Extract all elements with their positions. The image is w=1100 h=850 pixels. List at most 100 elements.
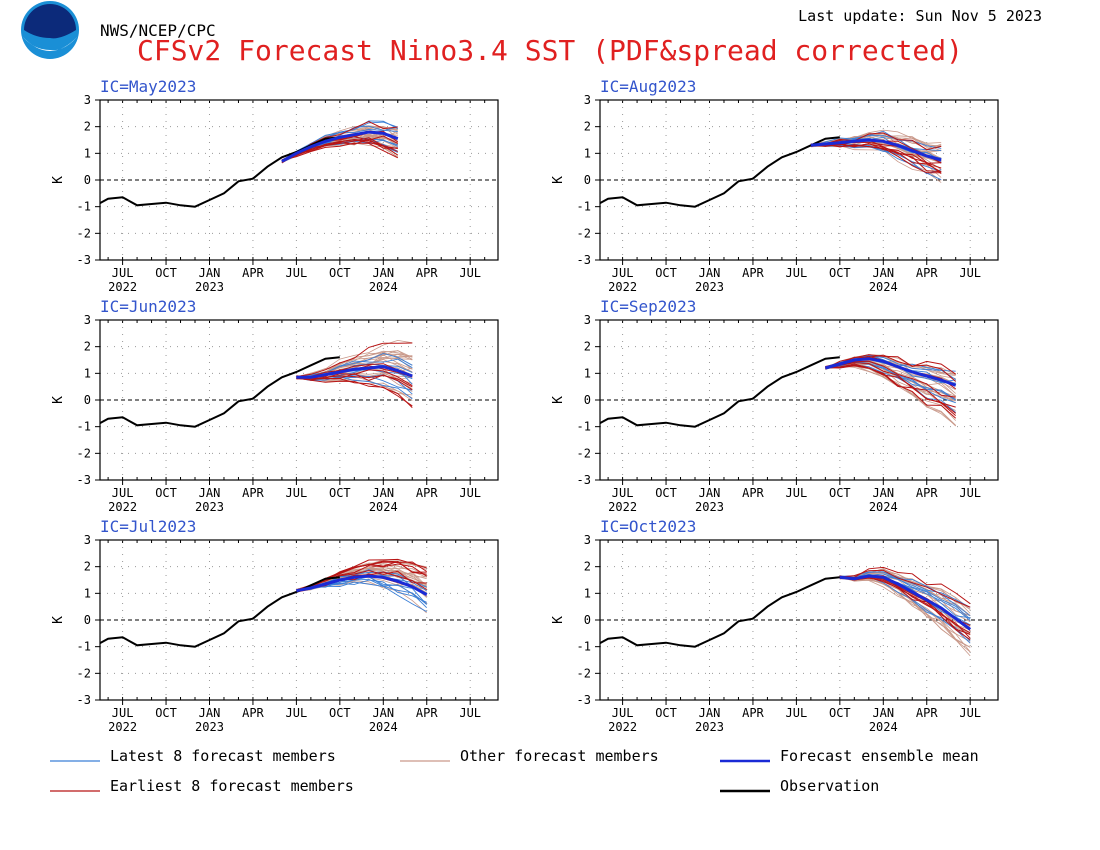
y-tick-label: 2 [84,120,91,134]
legend-label: Other forecast members [460,747,659,765]
y-axis-label: K [51,616,66,624]
latest-member-line [839,573,971,620]
y-tick-label: -3 [77,253,91,267]
x-tick-label: JUL [959,706,981,720]
x-tick-label: OCT [155,266,177,280]
x-tick-label: APR [916,486,938,500]
x-tick-label: JUL [112,486,134,500]
x-year-label: 2023 [195,720,224,734]
x-year-label: 2024 [869,280,898,294]
y-tick-label: -2 [577,666,591,680]
x-tick-label: APR [742,266,764,280]
x-tick-label: JUL [286,706,308,720]
x-tick-label: JUL [959,266,981,280]
y-tick-label: 3 [584,93,591,107]
x-year-label: 2024 [369,720,398,734]
ensemble-mean-line [296,574,428,597]
y-tick-label: -2 [77,446,91,460]
ensemble-mean-line [810,138,942,162]
earliest-member-line [281,142,399,161]
y-tick-label: 2 [584,120,591,134]
x-tick-label: JAN [872,706,894,720]
y-tick-label: -3 [577,253,591,267]
y-tick-label: 2 [84,340,91,354]
ensemble-mean-line [296,365,413,379]
panel-jul2023: IC=Jul2023 K -3 -2 -1 0 1 2 3 JUL OCT JAN APR JUL OCT J… [51,517,499,734]
y-tick-label: 1 [584,366,591,380]
legend-item-earliest: Earliest 8 forecast members [50,777,354,795]
y-axis-label: K [51,176,66,184]
x-year-label: 2023 [195,280,224,294]
y-tick-label: 1 [84,366,91,380]
x-tick-label: OCT [155,486,177,500]
x-tick-label: APR [416,486,438,500]
x-tick-label: JUL [786,486,808,500]
legend-item-other: Other forecast members [400,747,659,765]
panel-oct2023: IC=Oct2023 K -3 -2 -1 0 1 2 3 JUL OCT JAN APR JUL OCT J… [551,517,999,734]
y-tick-label: -3 [577,693,591,707]
panel-jun2023: IC=Jun2023 K -3 -2 -1 0 1 2 3 JUL OCT JAN APR JUL OCT J… [51,297,499,514]
earliest-member-line [810,132,942,151]
x-tick-label: APR [916,706,938,720]
y-tick-label: -3 [77,693,91,707]
legend-item-observation: Observation [720,777,879,795]
y-tick-label: 3 [84,313,91,327]
x-tick-label: JUL [112,706,134,720]
earliest-member-line [825,365,957,419]
earliest-member-line [296,563,427,591]
y-tick-label: 0 [584,173,591,187]
x-tick-label: JUL [612,266,634,280]
plot-frame [599,539,999,701]
x-tick-label: OCT [655,706,677,720]
ic-label: IC=May2023 [100,77,196,96]
y-tick-label: -1 [577,200,591,214]
earliest-member-line [281,137,399,161]
y-tick-label: 0 [84,613,91,627]
x-tick-label: APR [242,266,264,280]
y-tick-label: -3 [577,473,591,487]
x-year-label: 2023 [695,280,724,294]
plot-area [600,566,972,657]
y-tick-label: 1 [84,586,91,600]
ensemble-mean-line [839,574,972,631]
x-tick-label: JUL [459,486,481,500]
x-tick-label: JAN [699,266,721,280]
x-year-label: 2022 [608,720,637,734]
plot-frame [99,99,499,261]
x-year-label: 2022 [108,500,137,514]
agency-label: NWS/NCEP/CPC [100,21,216,40]
x-tick-label: APR [416,706,438,720]
legend-label: Observation [780,777,879,795]
panel-may2023: IC=May2023 K -3 -2 -1 0 1 2 3 JUL OCT JAN APR JUL OCT J… [51,77,499,294]
y-tick-label: 3 [84,533,91,547]
ic-label: IC=Jul2023 [100,517,196,536]
y-tick-label: 1 [84,146,91,160]
x-tick-label: APR [242,706,264,720]
observation-line [600,136,840,208]
x-tick-label: JUL [286,486,308,500]
x-tick-label: OCT [829,486,851,500]
observation-line [600,356,840,428]
y-tick-label: 3 [584,533,591,547]
earliest-member-line [810,143,942,174]
plot-frame [99,319,499,481]
x-tick-label: OCT [655,266,677,280]
y-axis-label: K [551,616,566,624]
x-tick-label: OCT [829,266,851,280]
y-tick-label: -1 [77,200,91,214]
x-tick-label: JUL [612,706,634,720]
observation-line [600,576,840,648]
x-year-label: 2022 [608,500,637,514]
y-tick-label: 0 [584,613,591,627]
y-tick-label: 2 [584,340,591,354]
latest-member-line [296,376,413,400]
legend-label: Latest 8 forecast members [110,747,336,765]
x-year-label: 2024 [869,500,898,514]
x-tick-label: OCT [155,706,177,720]
y-tick-label: 1 [584,146,591,160]
x-tick-label: JAN [199,266,221,280]
y-axis-label: K [551,396,566,404]
x-tick-label: JUL [612,486,634,500]
x-tick-label: JUL [459,706,481,720]
earliest-member-line [825,354,956,375]
